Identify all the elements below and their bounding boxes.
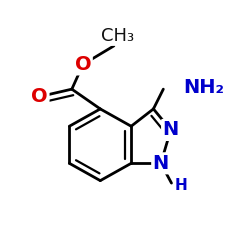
Text: N: N (162, 120, 179, 140)
Text: H: H (174, 178, 187, 193)
Text: NH₂: NH₂ (183, 78, 224, 98)
Text: CH₃: CH₃ (101, 27, 134, 45)
Text: N: N (153, 154, 169, 173)
Text: O: O (32, 87, 48, 106)
Text: O: O (75, 55, 91, 74)
